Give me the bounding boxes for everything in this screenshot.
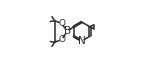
Text: B: B (64, 27, 71, 36)
Text: N: N (78, 36, 86, 46)
Text: O: O (58, 35, 65, 44)
Circle shape (60, 38, 63, 41)
Circle shape (60, 22, 63, 25)
Circle shape (80, 39, 83, 43)
Text: O: O (58, 19, 65, 28)
Circle shape (65, 30, 69, 33)
